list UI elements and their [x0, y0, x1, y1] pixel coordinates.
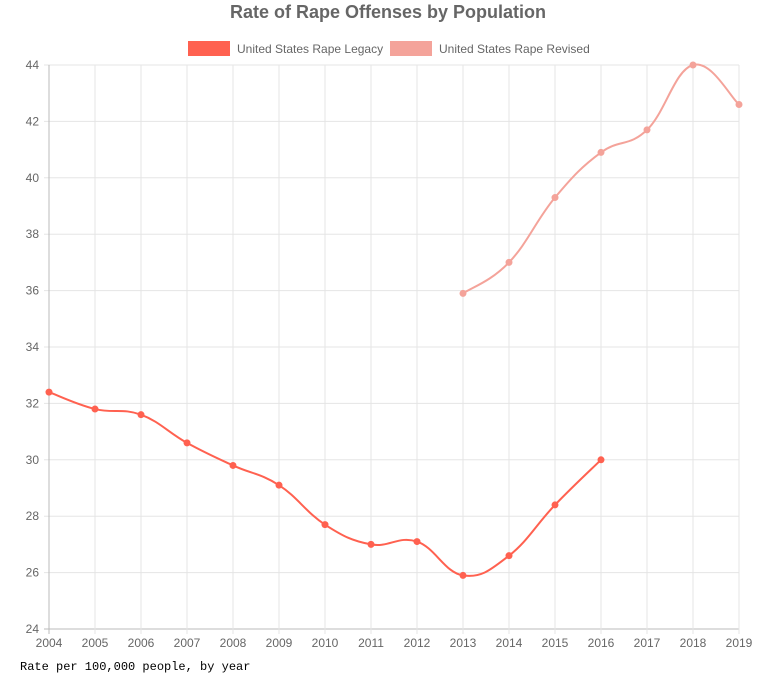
- y-tick-label: 26: [26, 566, 40, 580]
- y-tick-label: 34: [26, 340, 40, 354]
- data-point: [459, 289, 467, 297]
- data-point: [413, 538, 421, 546]
- axes: 24 26 28 30 32 34 36 38 40 42 44 2004 2005 2006 2007 20…: [26, 58, 753, 650]
- y-tick-label: 30: [26, 453, 40, 467]
- y-tick-label: 28: [26, 509, 40, 523]
- data-point: [597, 148, 605, 156]
- x-tick-label: 2011: [358, 636, 384, 650]
- data-point: [735, 100, 743, 108]
- x-tick-label: 2014: [496, 636, 523, 650]
- data-point: [551, 501, 559, 509]
- y-tick-label: 44: [26, 58, 40, 72]
- legend-label: United States Rape Revised: [439, 42, 590, 56]
- data-point: [643, 126, 651, 134]
- x-tick-label: 2006: [128, 636, 155, 650]
- data-point: [597, 456, 605, 464]
- x-tick-label: 2016: [588, 636, 615, 650]
- legend-swatch: [188, 41, 230, 56]
- data-point: [229, 461, 237, 469]
- chart-caption: Rate per 100,000 people, by year: [20, 660, 251, 674]
- x-tick-label: 2008: [220, 636, 247, 650]
- data-point: [91, 405, 99, 413]
- data-point: [183, 439, 191, 447]
- x-tick-label: 2005: [82, 636, 109, 650]
- y-tick-label: 38: [26, 227, 40, 241]
- y-tick-label: 36: [26, 284, 40, 298]
- data-point: [275, 481, 283, 489]
- data-point: [321, 521, 329, 529]
- y-tick-label: 24: [26, 622, 40, 636]
- x-tick-label: 2017: [634, 636, 661, 650]
- y-tick-label: 42: [26, 114, 40, 128]
- x-tick-label: 2013: [450, 636, 477, 650]
- grid: [44, 64, 740, 634]
- data-point: [137, 411, 145, 419]
- x-tick-label: 2007: [174, 636, 201, 650]
- legend-label: United States Rape Legacy: [237, 42, 383, 56]
- series: [45, 61, 743, 579]
- x-tick-label: 2012: [404, 636, 431, 650]
- x-tick-label: 2010: [312, 636, 339, 650]
- legend: United States Rape Legacy United States R…: [188, 41, 590, 56]
- data-point: [459, 571, 467, 579]
- y-tick-label: 40: [26, 171, 40, 185]
- x-tick-label: 2015: [542, 636, 569, 650]
- chart-title: Rate of Rape Offenses by Population: [230, 2, 546, 22]
- legend-swatch: [390, 41, 432, 56]
- data-point: [367, 540, 375, 548]
- data-point: [45, 388, 53, 396]
- y-tick-label: 32: [26, 396, 40, 410]
- data-point: [551, 194, 559, 202]
- data-point: [505, 552, 513, 560]
- data-point: [689, 61, 697, 69]
- x-tick-label: 2009: [266, 636, 293, 650]
- data-point: [505, 258, 513, 266]
- x-tick-label: 2019: [726, 636, 753, 650]
- x-tick-label: 2004: [36, 636, 63, 650]
- x-tick-label: 2018: [680, 636, 707, 650]
